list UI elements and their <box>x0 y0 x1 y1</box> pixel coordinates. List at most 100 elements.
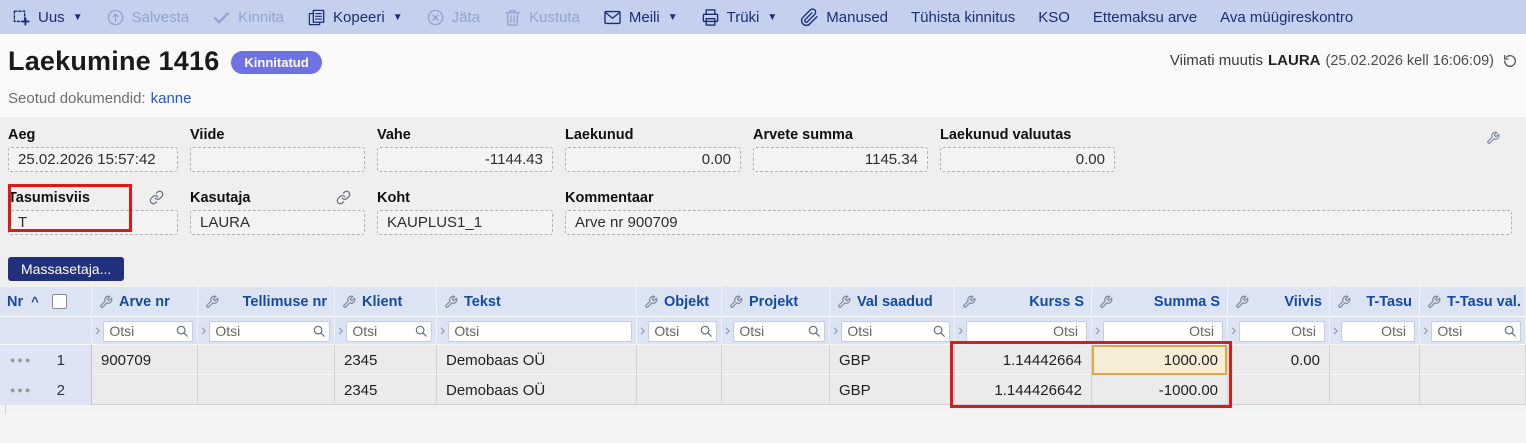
arvete-summa-field[interactable]: 1145.34 <box>753 147 928 172</box>
cell-klient[interactable]: 2345 <box>335 345 437 375</box>
column-settings-wrench-icon[interactable] <box>1099 295 1113 309</box>
toolbar-open-sales-ledger-button[interactable]: Ava müügireskontro <box>1220 9 1353 26</box>
cell-objekt[interactable] <box>637 345 722 375</box>
search-input-tekst[interactable] <box>448 320 632 342</box>
cell-tellimuse-nr[interactable] <box>198 375 335 405</box>
column-header-val-saadud[interactable]: Val saadud <box>830 287 955 316</box>
cell-projekt[interactable] <box>722 345 830 375</box>
column-settings-wrench-icon[interactable] <box>1235 295 1249 309</box>
row-number-cell[interactable]: ●●● 1 <box>0 345 92 375</box>
toolbar-discard-button[interactable]: Jäta <box>426 8 480 27</box>
column-settings-wrench-icon[interactable] <box>1427 295 1441 309</box>
cell-viivis[interactable]: 0.00 <box>1228 345 1330 375</box>
cell-kurss-s[interactable]: 1.14442664 <box>955 345 1092 375</box>
column-settings-wrench-icon[interactable] <box>205 295 219 309</box>
filter-expand-icon[interactable]: › <box>1423 322 1429 339</box>
select-all-checkbox[interactable] <box>51 294 67 309</box>
search-icon[interactable] <box>312 324 326 338</box>
search-input-viivis[interactable] <box>1239 320 1325 342</box>
cell-objekt[interactable] <box>637 375 722 405</box>
search-input-kurss-s[interactable] <box>966 320 1087 342</box>
search-icon[interactable] <box>414 324 428 338</box>
search-input-summa-s[interactable] <box>1103 320 1223 342</box>
filter-expand-icon[interactable]: › <box>95 322 101 339</box>
filter-expand-icon[interactable]: › <box>1231 322 1237 339</box>
search-input-t-tasu[interactable] <box>1341 320 1415 342</box>
cell-projekt[interactable] <box>722 375 830 405</box>
column-header-kurss-s[interactable]: Kurss S <box>955 287 1092 316</box>
column-settings-wrench-icon[interactable] <box>1337 295 1351 309</box>
filter-expand-icon[interactable]: › <box>833 322 839 339</box>
column-settings-wrench-icon[interactable] <box>837 295 851 309</box>
toolbar-new-button[interactable]: Uus ▼ <box>12 8 83 27</box>
column-header-tekst[interactable]: Tekst <box>437 287 637 316</box>
toolbar-print-button[interactable]: Trüki ▼ <box>701 8 778 27</box>
chevron-down-icon[interactable]: ▼ <box>667 11 678 23</box>
laekunud-field[interactable]: 0.00 <box>565 147 741 172</box>
viide-field[interactable] <box>190 147 365 172</box>
cell-kurss-s[interactable]: 1.144426642 <box>955 375 1092 405</box>
cell-arve-nr[interactable]: 900709 <box>92 345 198 375</box>
cell-t-tasu-val[interactable] <box>1420 375 1526 405</box>
cell-t-tasu[interactable] <box>1330 375 1420 405</box>
column-header-klient[interactable]: Klient <box>335 287 437 316</box>
toolbar-copy-button[interactable]: Kopeeri ▼ <box>307 8 403 27</box>
column-settings-wrench-icon[interactable] <box>962 295 976 309</box>
filter-expand-icon[interactable]: › <box>640 322 646 339</box>
cell-tellimuse-nr[interactable] <box>198 345 335 375</box>
chevron-down-icon[interactable]: ▼ <box>392 11 403 23</box>
form-settings-wrench-icon[interactable] <box>1486 131 1500 145</box>
column-settings-wrench-icon[interactable] <box>99 295 113 309</box>
link-icon[interactable] <box>336 190 365 205</box>
aeg-field[interactable]: 25.02.2026 15:57:42 <box>8 147 178 172</box>
sort-asc-icon[interactable]: ^ <box>31 294 39 309</box>
cell-klient[interactable]: 2345 <box>335 375 437 405</box>
column-settings-wrench-icon[interactable] <box>644 295 658 309</box>
history-undo-icon[interactable] <box>1499 53 1518 69</box>
vahe-field[interactable]: -1144.43 <box>377 147 553 172</box>
kasutaja-field[interactable]: LAURA <box>190 210 365 235</box>
search-input-tellimuse-nr[interactable] <box>209 320 330 342</box>
column-header-tellimuse-nr[interactable]: Tellimuse nr <box>198 287 335 316</box>
mass-insert-button[interactable]: Massasetaja... <box>8 257 125 281</box>
laekunud-valuutas-field[interactable]: 0.00 <box>940 147 1115 172</box>
search-icon[interactable] <box>932 324 946 338</box>
column-header-projekt[interactable]: Projekt <box>722 287 830 316</box>
cell-tekst[interactable]: Demobaas OÜ <box>437 375 637 405</box>
cell-t-tasu-val[interactable] <box>1420 345 1526 375</box>
cell-summa-s[interactable]: -1000.00 <box>1092 375 1228 405</box>
search-input-projekt[interactable] <box>733 320 825 342</box>
toolbar-confirm-button[interactable]: Kinnita <box>212 8 284 27</box>
koht-field[interactable]: KAUPLUS1_1 <box>377 210 553 235</box>
search-input-klient[interactable] <box>346 320 432 342</box>
filter-expand-icon[interactable]: › <box>201 322 207 339</box>
related-document-link-kanne[interactable]: kanne <box>150 90 192 107</box>
row-number-cell[interactable]: ●●● 2 <box>0 375 92 405</box>
tasumisviis-field[interactable]: T <box>8 210 178 235</box>
cell-arve-nr[interactable] <box>92 375 198 405</box>
toolbar-prepayment-invoice-button[interactable]: Ettemaksu arve <box>1093 9 1197 26</box>
kommentaar-field[interactable]: Arve nr 900709 <box>565 210 1512 235</box>
column-header-objekt[interactable]: Objekt <box>637 287 722 316</box>
filter-expand-icon[interactable]: › <box>338 322 344 339</box>
filter-expand-icon[interactable]: › <box>1095 322 1101 339</box>
search-icon[interactable] <box>807 324 821 338</box>
toolbar-kso-button[interactable]: KSO <box>1038 9 1070 26</box>
row-menu-icon[interactable]: ●●● <box>10 385 33 395</box>
column-settings-wrench-icon[interactable] <box>342 295 356 309</box>
filter-expand-icon[interactable]: › <box>958 322 964 339</box>
column-header-viivis[interactable]: Viivis <box>1228 287 1330 316</box>
column-header-arve-nr[interactable]: Arve nr <box>92 287 198 316</box>
toolbar-cancel-confirmation-button[interactable]: Tühista kinnitus <box>911 9 1015 26</box>
search-icon[interactable] <box>699 324 713 338</box>
column-header-t-tasu-val[interactable]: T-Tasu val. <box>1420 287 1526 316</box>
cell-val-saadud[interactable]: GBP <box>830 345 955 375</box>
search-input-val-saadud[interactable] <box>841 320 950 342</box>
search-icon[interactable] <box>175 324 189 338</box>
column-header-nr[interactable]: Nr ^ <box>0 287 92 316</box>
chevron-down-icon[interactable]: ▼ <box>767 11 778 23</box>
row-menu-icon[interactable]: ●●● <box>10 355 33 365</box>
search-input-t-tasu-val[interactable] <box>1431 320 1521 342</box>
column-settings-wrench-icon[interactable] <box>729 295 743 309</box>
toolbar-save-button[interactable]: Salvesta <box>106 8 189 27</box>
